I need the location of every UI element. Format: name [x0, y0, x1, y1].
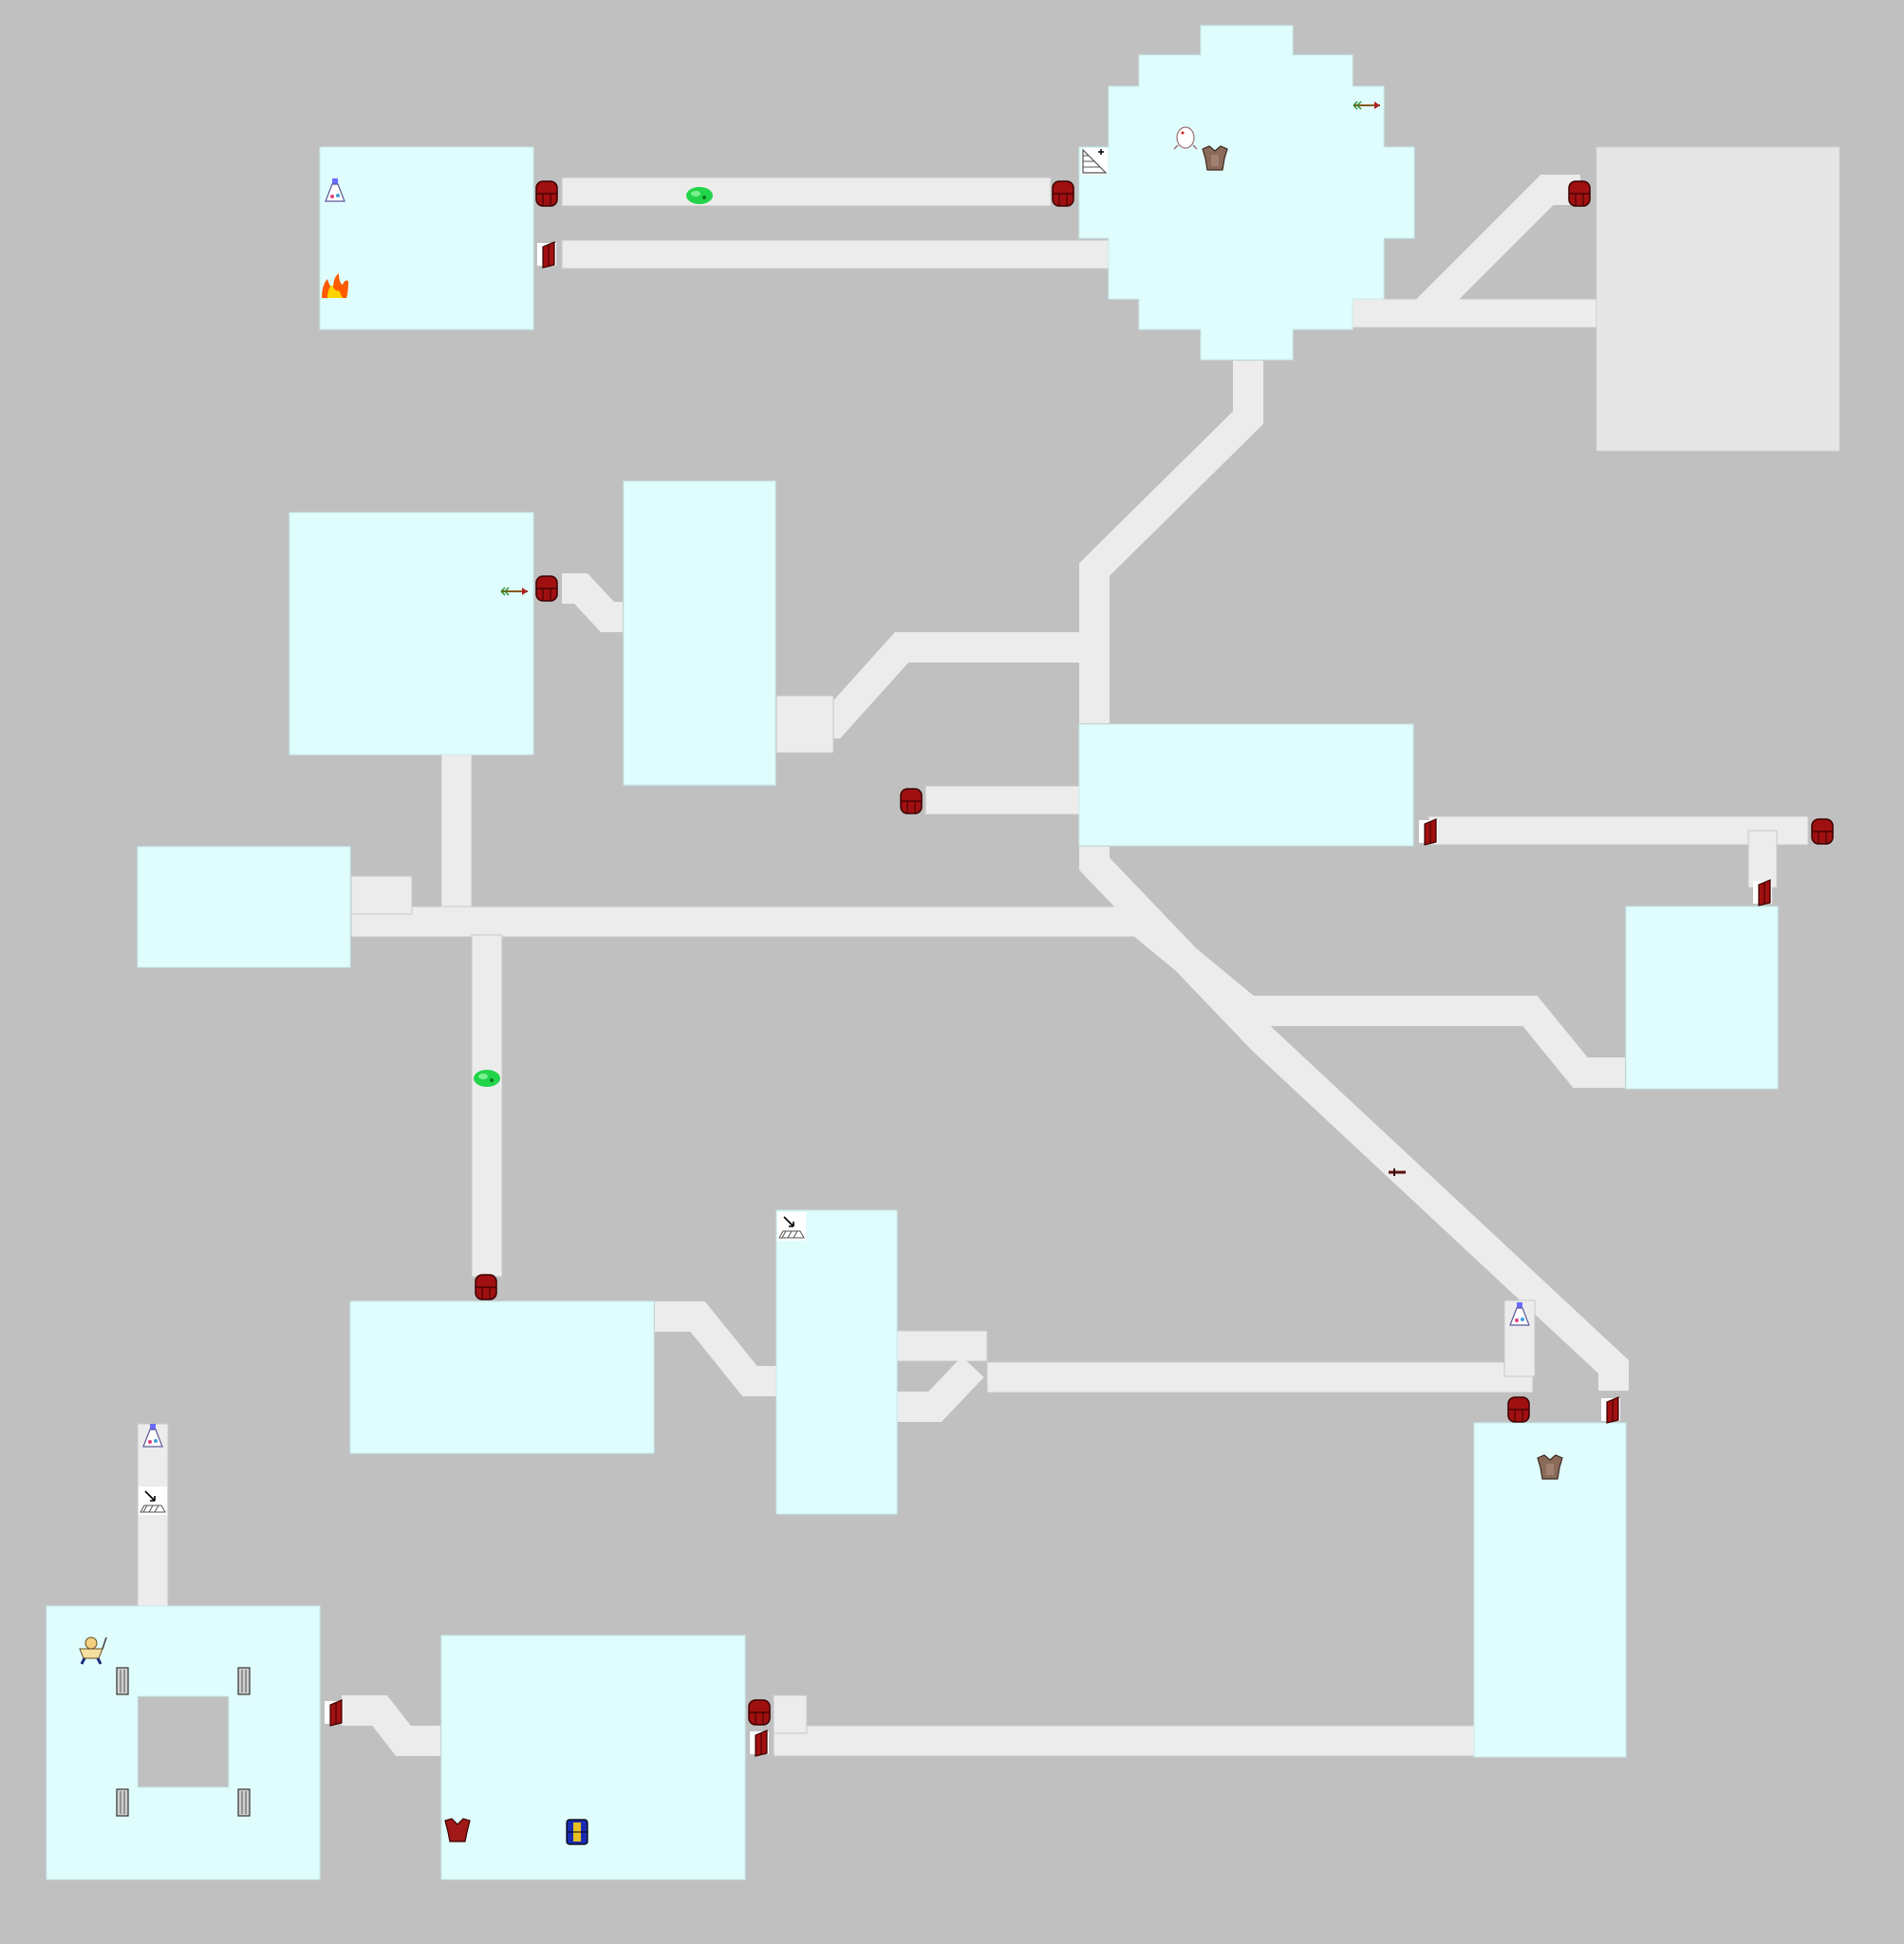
door-closed[interactable]: [535, 180, 558, 207]
arrow-icon[interactable]: [1353, 101, 1380, 110]
room-dark-top-right: [1596, 146, 1840, 452]
corridor: [773, 1725, 1477, 1757]
corridor: [1129, 908, 1625, 1088]
room-middle-left: [349, 1300, 655, 1454]
corridor: [1747, 830, 1778, 888]
pillar-icon: [237, 1788, 251, 1817]
corridor: [655, 1301, 776, 1396]
objects: [79, 101, 1563, 1845]
corridor: [1347, 298, 1600, 328]
corridor: [1079, 361, 1263, 723]
hero-player-icon[interactable]: [79, 1636, 107, 1665]
door-open[interactable]: [536, 241, 557, 269]
potion-icon[interactable]: [142, 1424, 163, 1448]
white-creature-icon[interactable]: [1173, 126, 1198, 150]
room-left-upper: [289, 512, 534, 756]
door-closed[interactable]: [1568, 180, 1591, 207]
corridor: [440, 754, 473, 917]
pillar-icon: [116, 1667, 129, 1695]
room-middle-tall: [775, 1209, 898, 1515]
green-slime-icon[interactable]: [686, 187, 713, 204]
blue-chest-icon[interactable]: [566, 1819, 588, 1845]
pillar-icon: [116, 1788, 129, 1817]
room-round-top: [1078, 25, 1415, 361]
room-bottom-left: [46, 1605, 321, 1880]
dagger-icon[interactable]: [1389, 1168, 1406, 1176]
corridor: [342, 1695, 440, 1756]
door-closed[interactable]: [1811, 818, 1834, 845]
corridor: [1412, 175, 1580, 325]
room-far-left: [137, 846, 351, 968]
green-slime-icon[interactable]: [474, 1070, 500, 1087]
stairs-up-icon[interactable]: [1081, 148, 1108, 175]
door-open[interactable]: [1752, 879, 1773, 907]
door-closed[interactable]: [535, 575, 558, 602]
leather-armor-icon[interactable]: [1202, 145, 1228, 171]
door-open[interactable]: [1600, 1396, 1621, 1424]
corridor: [561, 177, 1052, 207]
door-open[interactable]: [1418, 818, 1439, 846]
door-closed[interactable]: [1507, 1396, 1530, 1423]
rooms: [46, 25, 1840, 1880]
corridor: [350, 875, 413, 915]
red-armor-icon[interactable]: [444, 1818, 471, 1842]
door-closed[interactable]: [1052, 180, 1074, 207]
door-open[interactable]: [324, 1699, 345, 1727]
door-closed[interactable]: [475, 1274, 497, 1300]
corridor: [986, 1361, 1534, 1393]
corridor: [562, 573, 623, 632]
room-right-middle: [1625, 906, 1779, 1090]
corridor: [897, 1355, 984, 1422]
corridor: [775, 695, 834, 754]
potion-icon[interactable]: [1509, 1302, 1530, 1326]
room-mid-right: [1078, 723, 1414, 847]
corridor: [1079, 847, 1629, 1391]
corridor: [471, 934, 503, 1278]
stairs-down-icon[interactable]: [139, 1486, 167, 1515]
room-bottom-middle: [440, 1635, 746, 1880]
corridor: [896, 1330, 988, 1362]
door-open[interactable]: [749, 1729, 770, 1757]
corridor: [924, 785, 1080, 815]
corridor: [561, 239, 1113, 270]
room-top-left: [319, 146, 534, 330]
door-closed[interactable]: [900, 788, 923, 814]
fire-icon[interactable]: [322, 273, 348, 298]
potion-icon[interactable]: [325, 178, 345, 202]
leather-armor-icon[interactable]: [1537, 1454, 1563, 1480]
stairs-down-icon[interactable]: [777, 1212, 806, 1241]
room-tall-upper: [623, 480, 776, 786]
door-closed[interactable]: [748, 1699, 771, 1726]
corridor: [773, 1694, 808, 1734]
corridor: [350, 906, 1140, 938]
pillar-icon: [237, 1667, 251, 1695]
arrow-icon[interactable]: [500, 587, 528, 596]
